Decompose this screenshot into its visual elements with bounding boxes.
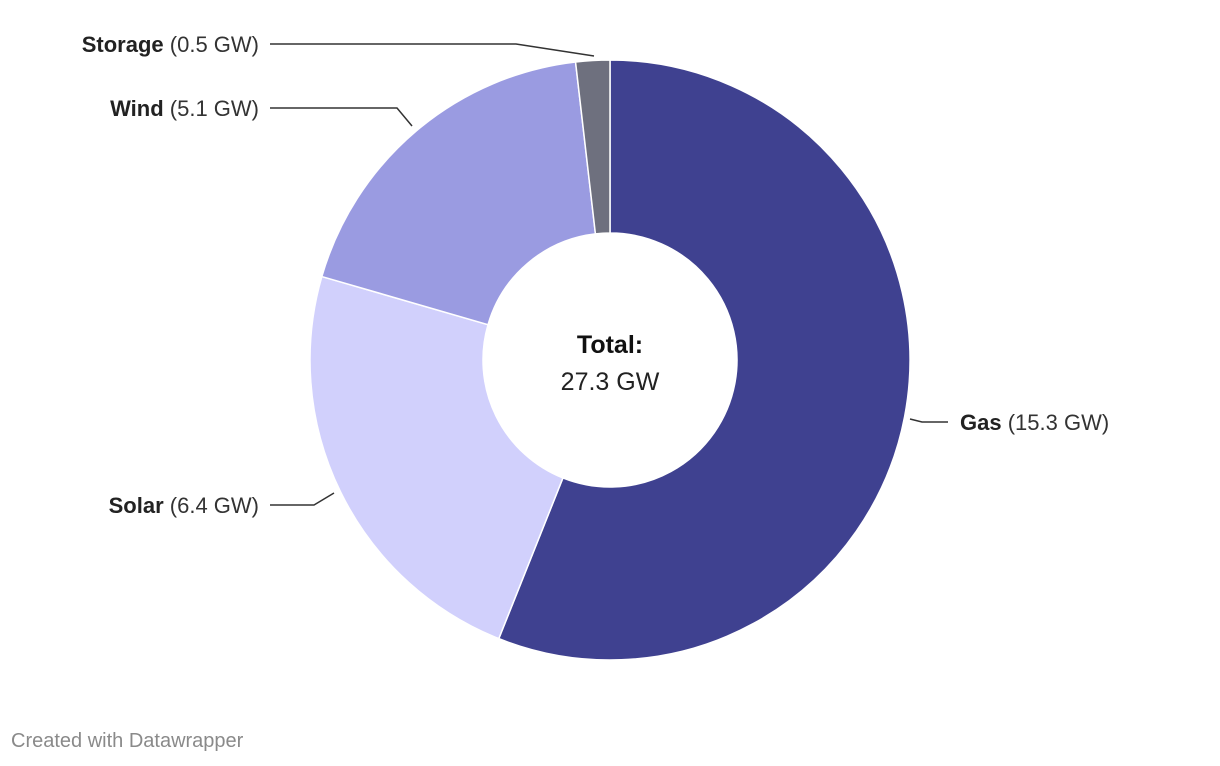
center-total-value: 27.3 GW bbox=[561, 368, 660, 396]
slice-label-wind: Wind (5.1 GW) bbox=[110, 96, 259, 121]
slice-storage bbox=[574, 59, 611, 235]
slice-gas bbox=[497, 59, 911, 661]
slice-label-name-wind: Wind bbox=[110, 96, 164, 121]
slice-label-name-storage: Storage bbox=[82, 32, 164, 57]
slice-labels: Gas (15.3 GW) Solar (6.4 GW) Wind (5.1 GW)… bbox=[82, 32, 1109, 518]
leader-line-storage bbox=[270, 43, 595, 57]
leader-line-wind bbox=[270, 107, 413, 127]
slice-label-name-solar: Solar bbox=[109, 493, 164, 518]
credit-text: Created with Datawrapper bbox=[11, 730, 244, 752]
center-title: Total: bbox=[577, 331, 643, 359]
slice-label-value-solar: (6.4 GW) bbox=[170, 493, 259, 518]
slice-label-storage: Storage (0.5 GW) bbox=[82, 32, 259, 57]
slice-solar bbox=[309, 275, 564, 640]
slice-label-solar: Solar (6.4 GW) bbox=[109, 493, 259, 518]
leader-line-solar bbox=[270, 492, 335, 506]
donut-slices bbox=[309, 59, 911, 661]
leader-lines bbox=[270, 43, 948, 506]
slice-wind bbox=[320, 61, 597, 326]
slice-label-value-storage: (0.5 GW) bbox=[170, 32, 259, 57]
leader-line-gas bbox=[909, 418, 948, 423]
slice-label-name-gas: Gas bbox=[960, 410, 1002, 435]
center-label: Total: 27.3 GW bbox=[561, 331, 660, 396]
slice-label-value-gas: (15.3 GW) bbox=[1008, 410, 1109, 435]
slice-label-gas: Gas (15.3 GW) bbox=[960, 410, 1109, 435]
slice-label-value-wind: (5.1 GW) bbox=[170, 96, 259, 121]
